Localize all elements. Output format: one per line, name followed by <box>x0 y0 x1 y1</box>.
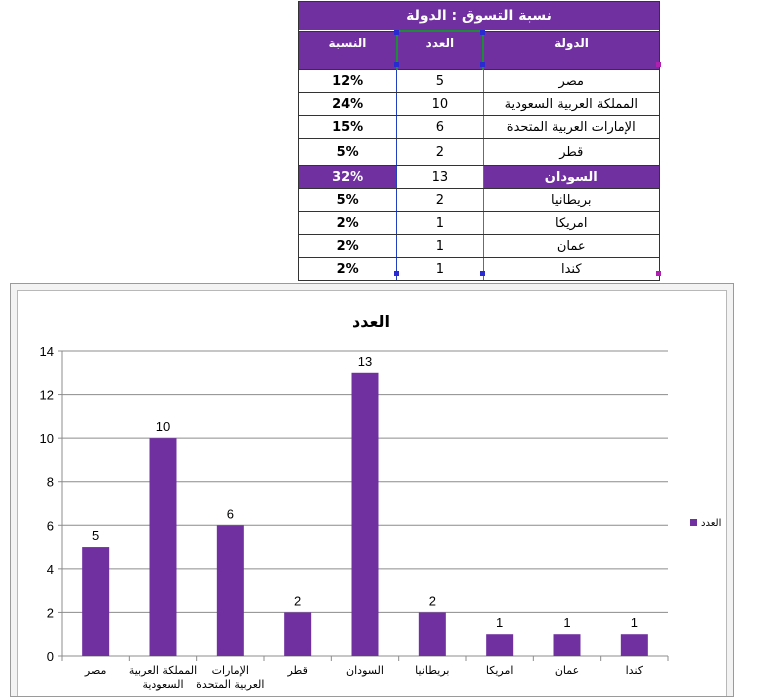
table-row: المملكة العربية السعودية 10 24% <box>297 92 661 116</box>
cell-percent[interactable]: 15% <box>297 115 398 139</box>
table-row: كندا 1 2% <box>297 257 661 281</box>
header-percent[interactable]: النسبة <box>297 30 398 70</box>
table-row: مصر 5 12% <box>297 69 661 93</box>
cell-count[interactable]: 5 <box>396 69 484 93</box>
cell-percent[interactable]: 2% <box>297 234 398 258</box>
data-label: 5 <box>92 528 99 543</box>
selection-handle[interactable] <box>394 30 399 35</box>
legend-swatch <box>690 519 697 526</box>
x-tick-label: امريكا <box>486 664 514 677</box>
selection-handle[interactable] <box>394 271 399 276</box>
legend-label: العدد <box>701 518 721 529</box>
cell-count[interactable]: 1 <box>396 234 484 258</box>
cell-country[interactable]: بريطانيا <box>482 188 661 212</box>
cell-percent[interactable]: 5% <box>297 188 398 212</box>
header-count[interactable]: العدد <box>395 30 485 70</box>
x-tick-label: السعودية <box>142 678 183 691</box>
table-row: امريكا 1 2% <box>297 211 661 235</box>
bar[interactable] <box>82 547 110 656</box>
data-table: نسبة التسوق : الدولة الدولة العدد النسبة… <box>297 1 661 281</box>
y-tick-label: 2 <box>47 605 54 620</box>
cell-percent[interactable]: 24% <box>297 92 398 116</box>
table-row: قطر 2 5% <box>297 138 661 166</box>
x-tick-label: الإمارات <box>212 664 249 677</box>
cell-country[interactable]: قطر <box>482 138 661 166</box>
header-country[interactable]: الدولة <box>482 30 661 70</box>
cell-percent[interactable]: 12% <box>297 69 398 93</box>
cell-count[interactable]: 2 <box>396 188 484 212</box>
cell-country[interactable]: المملكة العربية السعودية <box>482 92 661 116</box>
data-label: 13 <box>358 354 372 369</box>
cell-country[interactable]: السودان <box>482 165 661 189</box>
y-tick-label: 10 <box>40 431 54 446</box>
selection-handle[interactable] <box>394 62 399 67</box>
x-tick-label: العربية المتحدة <box>196 678 264 691</box>
x-tick-label: بريطانيا <box>415 664 449 677</box>
bar[interactable] <box>149 438 177 656</box>
selection-handle[interactable] <box>656 62 661 67</box>
cell-country[interactable]: مصر <box>482 69 661 93</box>
bar[interactable] <box>486 634 514 656</box>
y-tick-label: 6 <box>47 518 54 533</box>
data-label: 2 <box>429 593 436 608</box>
cell-country[interactable]: امريكا <box>482 211 661 235</box>
table-row-highlighted: السودان 13 32% <box>297 165 661 189</box>
bar[interactable] <box>620 634 648 656</box>
data-label: 1 <box>496 615 503 630</box>
chart-title: العدد <box>352 312 390 331</box>
x-tick-label: قطر <box>286 664 307 677</box>
cell-country[interactable]: كندا <box>482 257 661 281</box>
y-tick-label: 14 <box>40 344 54 359</box>
selection-handle[interactable] <box>656 271 661 276</box>
bar[interactable] <box>284 612 312 656</box>
bar[interactable] <box>351 372 379 656</box>
data-label: 1 <box>563 615 570 630</box>
cell-count[interactable]: 6 <box>396 115 484 139</box>
data-label: 6 <box>227 506 234 521</box>
table-row: عمان 1 2% <box>297 234 661 258</box>
cell-count[interactable]: 1 <box>396 257 484 281</box>
table-title: نسبة التسوق : الدولة <box>298 1 660 32</box>
cell-country[interactable]: عمان <box>482 234 661 258</box>
y-tick-label: 12 <box>40 388 54 403</box>
cell-count[interactable]: 10 <box>396 92 484 116</box>
legend[interactable]: العدد <box>690 518 721 529</box>
selection-handle[interactable] <box>480 271 485 276</box>
bar[interactable] <box>216 525 244 656</box>
cell-country[interactable]: الإمارات العربية المتحدة <box>482 115 661 139</box>
selection-handle[interactable] <box>480 62 485 67</box>
chart-area[interactable]: العدد 0 2 4 6 8 10 12 14 5 مصر 10 المملكة العربية ا… <box>17 290 727 696</box>
y-tick-label: 0 <box>47 649 54 664</box>
x-tick-label: كندا <box>626 664 644 677</box>
table-row: بريطانيا 2 5% <box>297 188 661 212</box>
cell-count[interactable]: 1 <box>396 211 484 235</box>
data-label: 10 <box>156 419 170 434</box>
bars <box>82 372 648 656</box>
data-label: 1 <box>631 615 638 630</box>
x-tick-label: عمان <box>555 664 579 677</box>
data-label: 2 <box>294 593 301 608</box>
x-tick-label: السودان <box>346 664 384 677</box>
y-tick-label: 4 <box>47 562 54 577</box>
cell-percent[interactable]: 32% <box>297 165 398 189</box>
table-row: الإمارات العربية المتحدة 6 15% <box>297 115 661 139</box>
selection-handle[interactable] <box>480 30 485 35</box>
cell-percent[interactable]: 2% <box>297 257 398 281</box>
cell-percent[interactable]: 2% <box>297 211 398 235</box>
chart-frame[interactable]: العدد 0 2 4 6 8 10 12 14 5 مصر 10 المملكة العربية ا… <box>10 283 734 697</box>
x-tick-label: المملكة العربية <box>129 664 197 677</box>
y-tick-label: 8 <box>47 475 54 490</box>
x-tick-label: مصر <box>84 664 107 677</box>
bar[interactable] <box>418 612 446 656</box>
cell-count[interactable]: 2 <box>396 138 484 166</box>
bar[interactable] <box>553 634 581 656</box>
cell-percent[interactable]: 5% <box>297 138 398 166</box>
cell-count[interactable]: 13 <box>396 165 484 189</box>
